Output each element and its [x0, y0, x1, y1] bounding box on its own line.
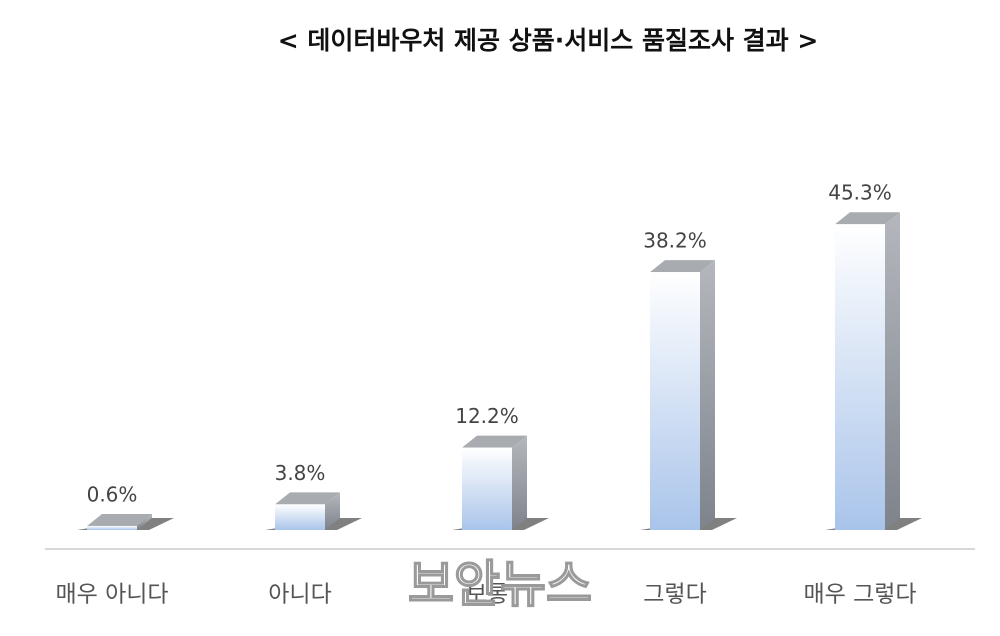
- bar-side: [512, 435, 527, 530]
- bar: [275, 504, 325, 530]
- bar-side: [700, 260, 715, 530]
- bar: [835, 224, 885, 530]
- value-label: 38.2%: [643, 229, 707, 253]
- value-label: 0.6%: [87, 482, 138, 506]
- bar-top: [650, 260, 715, 273]
- bar-side: [325, 492, 340, 530]
- x-tick-label: 매우 그렇다: [803, 582, 916, 608]
- value-label: 12.2%: [455, 404, 519, 428]
- x-tick-label: 보통: [466, 582, 508, 608]
- value-label: 45.3%: [828, 181, 892, 205]
- bar: [462, 447, 512, 530]
- bar-side: [137, 513, 152, 530]
- bar: [650, 272, 700, 530]
- bar: [87, 525, 137, 530]
- bar-top: [835, 212, 900, 225]
- value-label: 3.8%: [275, 461, 326, 485]
- watermark: 보안뉴스: [408, 556, 592, 614]
- bar-top: [462, 435, 527, 448]
- x-tick-label: 아니다: [268, 582, 331, 608]
- chart-title: < 데이터바우처 제공 상품·서비스 품질조사 결과 >: [278, 26, 819, 55]
- x-tick-label: 매우 아니다: [55, 582, 168, 608]
- bar-side: [885, 212, 900, 530]
- x-tick-label: 그렇다: [643, 582, 706, 608]
- bar-top: [87, 513, 152, 526]
- bar-top: [275, 492, 340, 505]
- bars: 0.6% 매우 아니다 3.8% 아니다 12.2% 보통 38.2% 그렇다 45.3% 매우 …: [55, 181, 922, 608]
